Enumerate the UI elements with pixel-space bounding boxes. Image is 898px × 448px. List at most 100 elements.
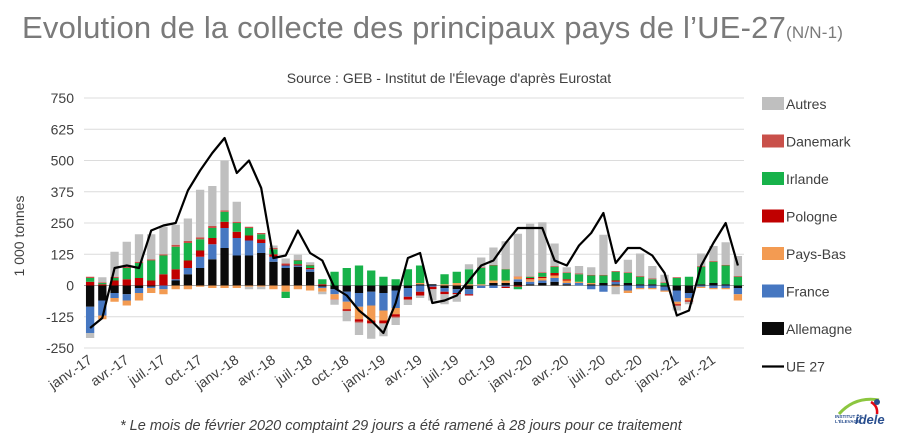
bar-autres	[257, 286, 266, 290]
bar-irlande	[635, 276, 645, 285]
bar-allemagne	[281, 268, 290, 286]
bar-irlande	[721, 265, 730, 285]
bar-france	[709, 285, 718, 288]
y-axis: 750 625 500 375 250 125 0 -125 -250	[46, 90, 74, 356]
bar-autres	[183, 218, 193, 241]
bar-pays-bas	[440, 284, 449, 286]
bar-autres	[342, 311, 351, 322]
legend-swatch	[762, 172, 784, 185]
bar-autres	[440, 294, 449, 305]
bar-france	[648, 285, 657, 288]
bar-irlande	[403, 269, 413, 286]
bar-autres	[623, 259, 633, 273]
bar-irlande	[648, 279, 657, 285]
bar-france	[574, 283, 584, 286]
bar-autres	[195, 189, 205, 238]
bar-france	[697, 285, 706, 287]
bar-autres	[244, 286, 254, 290]
bar-france	[513, 279, 523, 282]
bar-pays-bas	[318, 288, 327, 292]
bar-danemark	[574, 273, 584, 275]
bar-allemagne	[85, 285, 95, 307]
bar-france	[501, 285, 510, 287]
bar-pays-bas	[367, 305, 376, 321]
bar-france	[195, 256, 205, 268]
legend-swatch	[762, 134, 784, 148]
bar-allemagne	[440, 285, 449, 288]
bar-autres	[232, 201, 241, 222]
bar-pologne	[110, 280, 119, 286]
bar-pologne	[452, 293, 461, 295]
bar-irlande	[513, 286, 523, 290]
bar-danemark	[305, 264, 315, 266]
bar-autres	[587, 267, 596, 275]
bar-irlande	[171, 246, 180, 270]
bar-pays-bas	[195, 285, 205, 287]
bar-france	[305, 269, 315, 272]
y-tick-label: 0	[66, 278, 74, 294]
bar-danemark	[220, 210, 229, 212]
bar-irlande	[684, 276, 694, 286]
bar-pays-bas	[379, 310, 388, 321]
bar-autres	[684, 301, 694, 305]
bar-danemark	[721, 264, 730, 266]
bar-pologne	[183, 260, 193, 268]
bar-pays-bas	[733, 294, 743, 301]
bar-france	[208, 244, 217, 260]
bar-pologne	[305, 268, 315, 270]
bar-allemagne	[587, 284, 596, 286]
bar-france	[525, 281, 535, 285]
bar-danemark	[538, 272, 547, 273]
bar-france	[98, 300, 107, 316]
bar-pays-bas	[660, 290, 669, 292]
bar-autres	[110, 251, 119, 277]
bar-pologne	[611, 280, 620, 282]
bar-france	[623, 285, 633, 291]
bar-danemark	[501, 268, 510, 270]
bar-france	[85, 306, 95, 333]
bar-france	[660, 286, 669, 291]
bar-pologne	[464, 294, 474, 296]
bar-pologne	[550, 273, 559, 276]
bar-danemark	[367, 323, 376, 324]
x-axis: janv.-17avr.-17juil.-17oct.-17janv.-18av…	[45, 351, 718, 393]
bar-danemark	[623, 272, 633, 273]
bar-irlande	[110, 278, 119, 281]
bar-pologne	[501, 286, 510, 288]
x-tick-label: avr.-19	[381, 351, 425, 389]
bar-pays-bas	[721, 288, 730, 290]
bar-irlande	[367, 270, 376, 286]
bar-allemagne	[195, 268, 205, 286]
bar-danemark	[171, 244, 180, 247]
bar-autres	[611, 286, 620, 295]
bar-irlande	[98, 283, 107, 285]
legend-label: Danemark	[786, 134, 852, 150]
bar-allemagne	[183, 274, 193, 286]
y-tick-label: -125	[46, 309, 74, 325]
bar-allemagne	[147, 285, 156, 287]
logo-brand: idele	[855, 412, 885, 427]
bar-allemagne	[379, 285, 388, 293]
bar-france	[318, 286, 327, 288]
bar-irlande	[415, 265, 425, 283]
bar-pologne	[85, 281, 95, 286]
bar-allemagne	[305, 271, 315, 286]
y-tick-label: 625	[51, 121, 75, 137]
bar-danemark	[477, 267, 486, 268]
bar-allemagne	[562, 284, 571, 286]
bar-irlande	[562, 273, 571, 280]
bar-france	[244, 240, 254, 256]
bar-france	[733, 288, 743, 295]
bar-danemark	[159, 254, 168, 256]
bar-pays-bas	[391, 308, 400, 315]
bar-france	[403, 288, 413, 297]
bar-pologne	[98, 284, 107, 286]
bar-autres	[330, 299, 339, 305]
bar-allemagne	[208, 259, 217, 286]
bar-pays-bas	[513, 276, 523, 280]
legend-swatch	[762, 322, 784, 335]
bar-allemagne	[452, 285, 461, 290]
bar-autres	[721, 242, 730, 265]
bar-france	[379, 293, 388, 311]
bar-allemagne	[391, 285, 400, 291]
